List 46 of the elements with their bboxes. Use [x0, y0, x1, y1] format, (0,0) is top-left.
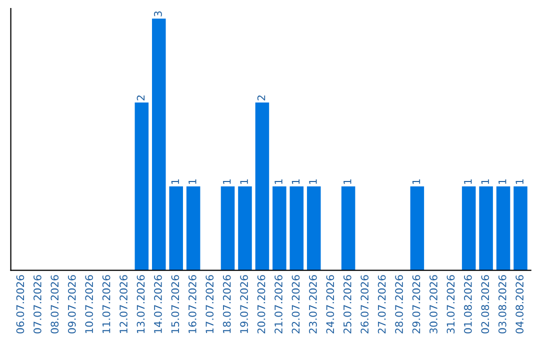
x-tick-label: 13.07.2026: [136, 275, 145, 333]
x-tick-label: 19.07.2026: [240, 275, 248, 333]
data-label: 1: [344, 179, 352, 184]
x-tick-label: 06.07.2026: [16, 275, 24, 334]
x-tick-label: 16.07.2026: [188, 275, 196, 333]
x-tick-label: 25.07.2026: [343, 275, 352, 334]
x-tick-label: 24.07.2026: [326, 275, 334, 334]
x-tick-label: 26.07.2026: [360, 275, 369, 334]
data-label: 1: [498, 179, 506, 184]
data-label: 1: [412, 179, 420, 184]
x-tick-label: 20.07.2026: [257, 275, 266, 334]
data-label: 1: [292, 179, 300, 184]
x-tick-label: 31.07.2026: [446, 275, 455, 334]
data-label: 1: [171, 179, 179, 184]
x-tick-label: 15.07.2026: [171, 275, 180, 333]
x-tick-label: 08.07.2026: [50, 275, 59, 334]
data-label: 1: [464, 179, 472, 184]
x-tick-label: 03.08.2026: [498, 275, 506, 334]
x-tick-label: 09.07.2026: [68, 275, 76, 334]
data-label: 1: [223, 179, 231, 184]
x-tick-label: 22.07.2026: [292, 275, 300, 334]
x-tick-label: 23.07.2026: [309, 275, 317, 334]
x-tick-label: 02.08.2026: [481, 275, 490, 334]
x-tick-label: 21.07.2026: [274, 275, 282, 334]
data-label: 3: [154, 11, 162, 16]
x-tick-label: 01.08.2026: [464, 275, 472, 334]
x-tick-label: 10.07.2026: [85, 275, 94, 333]
data-label: 2: [257, 96, 266, 100]
x-tick-label: 29.07.2026: [412, 275, 420, 334]
data-label: 1: [274, 179, 282, 184]
x-tick-label: 14.07.2026: [154, 275, 162, 333]
data-label: 2: [136, 96, 145, 100]
x-tick-label: 07.07.2026: [33, 275, 42, 334]
x-tick-label: 28.07.2026: [395, 275, 403, 334]
x-tick-label: 12.07.2026: [120, 275, 128, 333]
data-label: 1: [309, 179, 317, 184]
x-tick-label: 11.07.2026: [102, 275, 110, 333]
x-tick-label: 18.07.2026: [222, 275, 231, 333]
data-label: 1: [481, 179, 489, 184]
x-tick-label: 04.08.2026: [516, 275, 524, 334]
data-label: 1: [516, 179, 524, 184]
x-tick-label: 17.07.2026: [206, 275, 214, 333]
x-tick-label: 27.07.2026: [378, 275, 386, 334]
x-tick-label: 30.07.2026: [430, 275, 438, 334]
data-label: 1: [240, 179, 248, 184]
data-label: 1: [188, 179, 196, 184]
